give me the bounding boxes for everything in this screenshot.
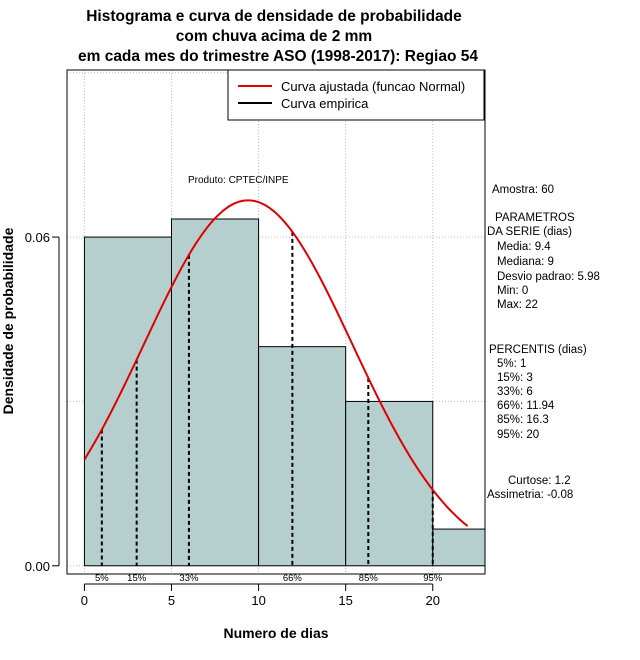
statistics-panel: Amostra: 60 PARAMETROS DA SERIE (dias) M… [487,184,600,501]
product-annotation: Produto: CPTEC/INPE [188,175,289,186]
y-axis: 0.00 0.06 [25,230,60,574]
legend-label-empirical: Curva empirica [281,96,369,111]
param-mediana: Mediana: 9 [497,256,554,268]
histogram-bar [345,400,434,567]
legend-label-normal: Curva ajustada (funcao Normal) [281,79,465,94]
percentil-85: 85%: 16.3 [497,414,549,426]
percentile-labels: 5% 15% 33% 66% 85% 95% [95,573,443,584]
histogram-bar [171,218,260,567]
params-title-2: DA SERIE (dias) [487,226,572,238]
percentile-label: 5% [95,573,109,584]
histogram-bar [83,236,172,567]
kurtosis: Curtose: 1.2 [508,475,571,487]
params-title-1: PARAMETROS [495,212,575,224]
y-tick-label: 0.00 [25,559,50,574]
percentile-label: 95% [423,573,443,584]
percentile-label: 33% [179,573,199,584]
histogram-bar [432,528,486,567]
chart-title-line-3: em cada mes do trimestre ASO (1998-2017)… [78,48,478,65]
legend: Curva ajustada (funcao Normal) Curva emp… [227,69,485,121]
x-axis: 0 5 10 15 20 [81,583,440,608]
percentile-lines [100,231,434,566]
percentis-title: PERCENTIS (dias) [489,344,587,356]
x-tick-label: 0 [81,593,88,608]
param-media: Media: 9.4 [497,241,551,253]
y-tick-label: 0.06 [25,230,50,245]
x-tick-label: 20 [426,593,440,608]
x-tick-label: 5 [168,593,175,608]
chart-title-line-2: com chuva acima de 2 mm [176,28,372,45]
percentile-label: 85% [359,573,379,584]
chart-title-line-1: Histograma e curva de densidade de proba… [86,8,462,25]
histogram-bar [258,346,347,567]
x-axis-label: Numero de dias [223,625,328,641]
x-tick-label: 15 [338,593,352,608]
legend-box [227,69,485,121]
percentil-15: 15%: 3 [497,372,533,384]
percentil-66: 66%: 11.94 [497,400,555,412]
x-tick-label: 10 [251,593,265,608]
histogram-bars [83,218,486,567]
percentil-95: 95%: 20 [497,429,539,441]
percentil-33: 33%: 6 [497,386,533,398]
param-desvio: Desvio padrao: 5.98 [497,271,600,283]
y-axis-label: Densidade de probabilidade [0,227,16,414]
percentile-label: 66% [283,573,303,584]
skewness: Assimetria: -0.08 [487,489,573,501]
percentile-label: 15% [127,573,147,584]
percentil-5: 5%: 1 [497,358,526,370]
param-min: Min: 0 [497,285,528,297]
param-max: Max: 22 [497,299,538,311]
sample-size: Amostra: 60 [492,184,554,196]
normal-density-curve [83,199,469,527]
